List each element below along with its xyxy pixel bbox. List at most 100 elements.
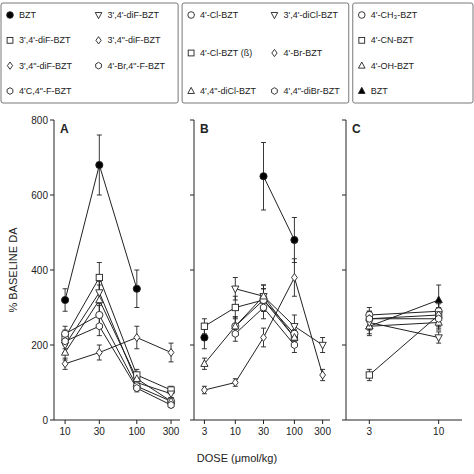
series-line bbox=[369, 311, 438, 315]
legend-label: BZT bbox=[19, 10, 37, 20]
x-tick-label: 300 bbox=[163, 426, 180, 437]
x-tick bbox=[204, 420, 205, 424]
error-bar-cap bbox=[367, 369, 372, 370]
y-tick bbox=[190, 120, 194, 121]
error-bar-cap bbox=[367, 307, 372, 308]
legend: BZT3',4'-diF-BZT3',4"-diF-BZT4'C,4"-F-BZ… bbox=[1, 3, 473, 103]
data-point bbox=[133, 285, 140, 292]
legend-marker bbox=[358, 62, 365, 68]
error-bar bbox=[169, 343, 174, 362]
y-tick bbox=[50, 270, 54, 271]
legend-label: 4'-Br-BZT bbox=[283, 48, 322, 58]
legend-marker bbox=[96, 62, 102, 69]
data-point bbox=[291, 236, 298, 243]
data-point bbox=[260, 292, 267, 299]
x-tick-label: 3 bbox=[202, 426, 208, 437]
error-bar-cap bbox=[261, 210, 266, 211]
data-point bbox=[435, 335, 442, 342]
panel-label: A bbox=[60, 122, 69, 136]
markers bbox=[201, 173, 326, 394]
x-axis-line bbox=[54, 420, 180, 421]
data-point bbox=[96, 349, 102, 357]
error-bar-cap bbox=[134, 326, 139, 327]
error-bar-cap bbox=[320, 380, 325, 381]
y-tick bbox=[190, 345, 194, 346]
legend-label: 3',4'-diF-BZT bbox=[19, 35, 71, 45]
data-point bbox=[291, 334, 298, 341]
series-line bbox=[264, 176, 295, 240]
legend-marker bbox=[271, 13, 278, 19]
legend-box: BZT3',4'-diF-BZT3',4"-diF-BZT4'C,4"-F-BZ… bbox=[1, 3, 178, 103]
x-tick-label: 10 bbox=[230, 426, 242, 437]
legend-marker bbox=[188, 87, 195, 93]
y-tick bbox=[342, 120, 346, 121]
legend-marker bbox=[359, 37, 365, 43]
plot-area bbox=[201, 143, 326, 394]
data-point bbox=[435, 296, 442, 303]
legend-frame bbox=[182, 3, 349, 103]
data-point bbox=[201, 323, 207, 329]
x-tick bbox=[263, 420, 264, 424]
y-tick bbox=[50, 120, 54, 121]
data-point bbox=[232, 330, 238, 337]
error-bar bbox=[63, 358, 68, 369]
legend-marker bbox=[95, 13, 102, 19]
axes: 10301003000200400600800% BASELINE DA bbox=[7, 115, 180, 438]
data-point bbox=[366, 315, 372, 323]
legend-box: 4'-CH₃-BZT4'-CN-BZT4'-OH-BZTBZT bbox=[353, 3, 473, 103]
x-tick-label: 100 bbox=[286, 426, 303, 437]
legend-label: 3',4'-diCl-BZT bbox=[283, 10, 338, 20]
error-bar-cap bbox=[97, 335, 102, 336]
x-tick bbox=[438, 420, 439, 424]
legend-label: 4'-CH₃-BZT bbox=[371, 10, 418, 20]
series-line bbox=[369, 323, 438, 338]
legend-label: 4'-Cl-BZT (ß) bbox=[200, 48, 252, 58]
lines bbox=[369, 300, 438, 375]
markers bbox=[366, 296, 443, 378]
data-point bbox=[291, 324, 298, 331]
y-tick-label: 600 bbox=[31, 190, 48, 201]
error-bar bbox=[320, 369, 325, 380]
error-bar-cap bbox=[233, 277, 238, 278]
error-bar bbox=[134, 326, 139, 349]
data-point bbox=[260, 173, 267, 180]
axes: 310 bbox=[342, 120, 462, 437]
data-point bbox=[232, 323, 239, 330]
legend-marker bbox=[358, 87, 365, 93]
error-bars bbox=[63, 135, 174, 408]
legend-marker bbox=[96, 37, 101, 44]
legend-marker bbox=[358, 12, 365, 19]
y-tick bbox=[342, 270, 346, 271]
y-tick bbox=[190, 270, 194, 271]
x-tick bbox=[171, 420, 172, 424]
x-axis-line bbox=[346, 420, 462, 421]
error-bar-cap bbox=[261, 346, 266, 347]
series-line bbox=[65, 300, 171, 401]
error-bar-cap bbox=[367, 333, 372, 334]
data-point bbox=[366, 372, 372, 378]
data-point bbox=[261, 334, 267, 342]
error-bar-cap bbox=[202, 318, 207, 319]
error-bar-cap bbox=[202, 369, 207, 370]
data-point bbox=[366, 315, 372, 322]
error-bar-cap bbox=[134, 270, 139, 271]
x-axis-label: DOSE (μmol/kg) bbox=[197, 452, 277, 464]
error-bars bbox=[202, 143, 325, 394]
data-point bbox=[62, 338, 68, 345]
y-tick-label: 200 bbox=[31, 340, 48, 351]
y-tick bbox=[342, 345, 346, 346]
legend-label: 3',4'-diF-BZT bbox=[108, 10, 160, 20]
series-line bbox=[369, 315, 438, 375]
error-bar-cap bbox=[134, 369, 139, 370]
data-point bbox=[232, 304, 238, 310]
error-bar-cap bbox=[97, 345, 102, 346]
x-tick-label: 30 bbox=[258, 426, 270, 437]
panel-label: C bbox=[352, 122, 361, 136]
error-bar-cap bbox=[436, 326, 441, 327]
x-tick bbox=[136, 420, 137, 424]
error-bar-cap bbox=[436, 331, 441, 332]
legend-label: 4',4"-diCl-BZT bbox=[200, 86, 256, 96]
y-tick bbox=[50, 345, 54, 346]
y-tick bbox=[190, 195, 194, 196]
error-bar-cap bbox=[292, 315, 297, 316]
